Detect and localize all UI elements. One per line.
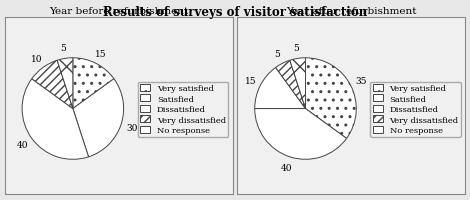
Title: Year before refurbishment: Year before refurbishment xyxy=(49,7,188,16)
Title: Year after refurbishment: Year after refurbishment xyxy=(286,7,416,16)
Text: 15: 15 xyxy=(95,50,107,59)
Text: 10: 10 xyxy=(31,55,42,64)
Text: 15: 15 xyxy=(244,77,256,86)
Text: 5: 5 xyxy=(293,44,299,53)
Wedge shape xyxy=(306,58,356,139)
Wedge shape xyxy=(276,61,306,109)
Wedge shape xyxy=(255,109,346,160)
Text: 5: 5 xyxy=(60,44,66,53)
Text: 35: 35 xyxy=(355,77,367,86)
Text: 40: 40 xyxy=(281,163,292,172)
Wedge shape xyxy=(32,61,73,109)
Wedge shape xyxy=(290,58,306,109)
Text: 40: 40 xyxy=(17,141,29,150)
Text: 5: 5 xyxy=(274,50,280,59)
Wedge shape xyxy=(73,58,114,109)
Wedge shape xyxy=(73,79,124,157)
Text: 30: 30 xyxy=(126,124,137,133)
Legend: Very satisfied, Satisfied, Dissatisfied, Very dissatisfied, No response: Very satisfied, Satisfied, Dissatisfied,… xyxy=(370,82,461,137)
Legend: Very satisfied, Satisfied, Dissatisfied, Very dissatisfied, No response: Very satisfied, Satisfied, Dissatisfied,… xyxy=(138,82,228,137)
Wedge shape xyxy=(22,79,88,160)
Wedge shape xyxy=(255,68,306,109)
Text: Results of surveys of visitor satisfaction: Results of surveys of visitor satisfacti… xyxy=(103,6,367,19)
Wedge shape xyxy=(57,58,73,109)
